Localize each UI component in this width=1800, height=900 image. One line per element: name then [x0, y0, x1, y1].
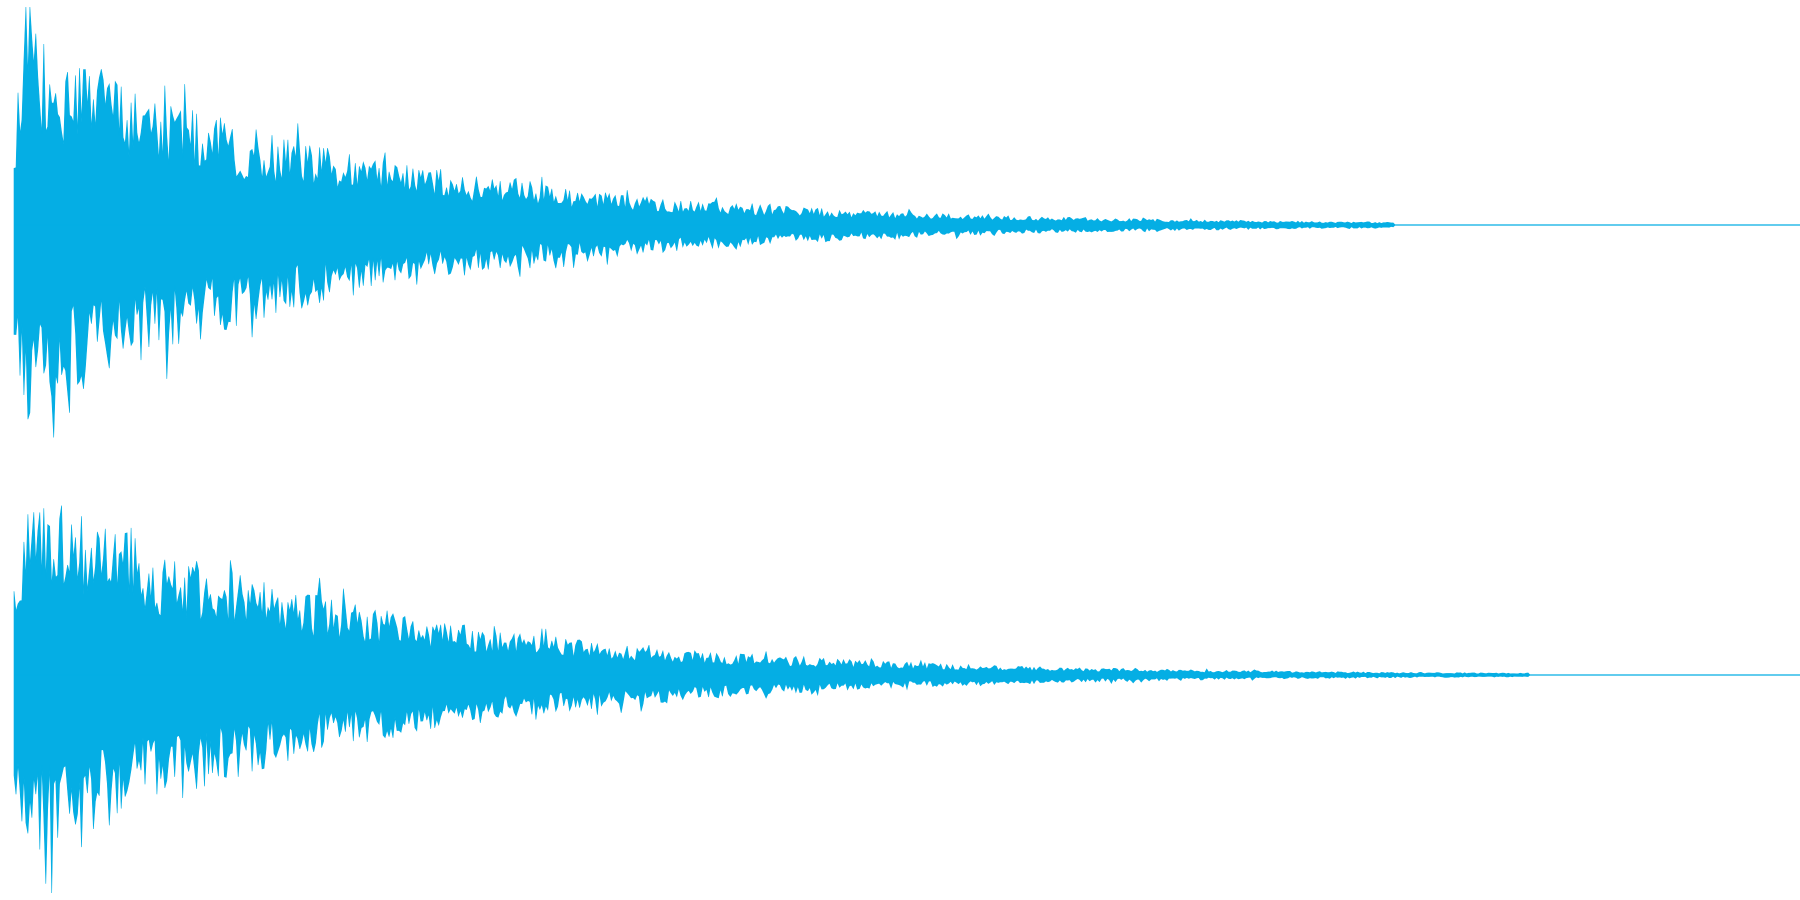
waveform-top-svg [13, 6, 1800, 438]
waveform-envelope [13, 6, 1800, 438]
waveform-bottom-svg [13, 505, 1800, 894]
waveform-channel-top[interactable] [0, 0, 1800, 450]
waveform-envelope [13, 505, 1800, 894]
waveform-channel-bottom[interactable] [0, 450, 1800, 900]
